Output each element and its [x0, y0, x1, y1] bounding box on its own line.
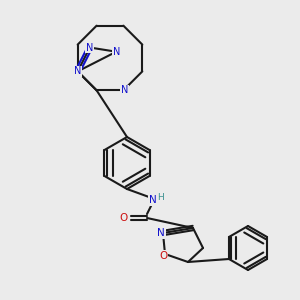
- Text: N: N: [74, 66, 81, 76]
- Text: N: N: [157, 228, 165, 238]
- Text: N: N: [86, 43, 94, 52]
- Text: N: N: [121, 85, 128, 95]
- Text: N: N: [149, 195, 157, 205]
- Text: N: N: [112, 47, 120, 57]
- Text: H: H: [158, 194, 164, 202]
- Text: O: O: [120, 213, 128, 223]
- Text: O: O: [159, 251, 167, 261]
